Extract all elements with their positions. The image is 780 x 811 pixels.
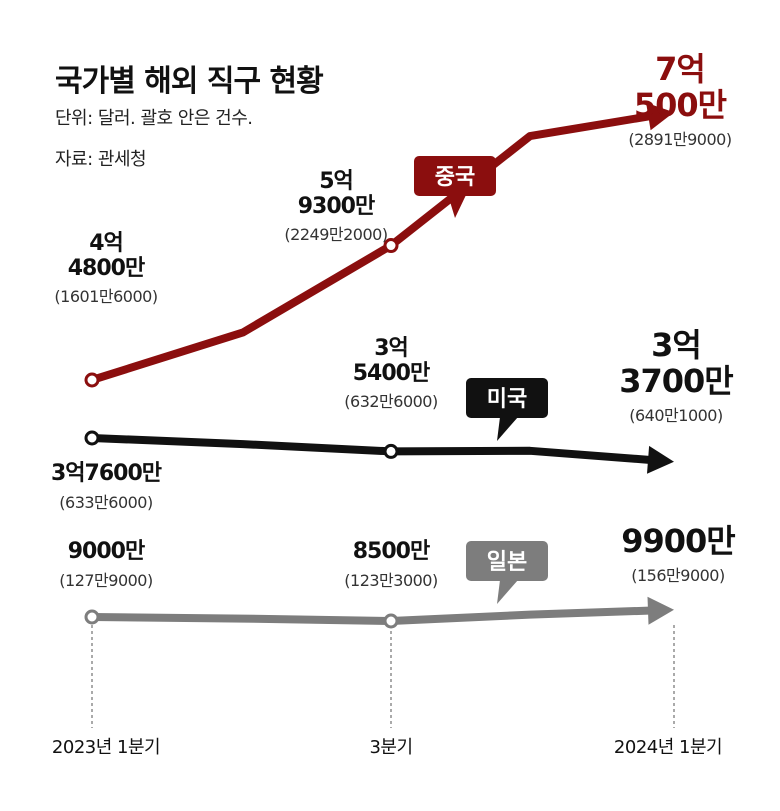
china-callout-tail [448, 195, 466, 218]
japan-series-name: 일본 [487, 550, 527, 575]
usa-data-point [383, 443, 399, 459]
count-text: (632만6000) [344, 392, 438, 412]
count-text: (633만6000) [59, 492, 153, 512]
source-note: 자료: 관세청 [55, 149, 147, 170]
usa-callout-tail [497, 417, 518, 441]
value-text: 9900만 [621, 522, 736, 560]
chart-title: 국가별 해외 직구 현황 [55, 64, 324, 99]
japan-arrow-head [647, 596, 674, 625]
value-text: 4억 [89, 231, 124, 256]
count-text: (156만9000) [631, 565, 725, 585]
china-callout-box [414, 156, 496, 196]
japan-data-label: 9900만 (156만9000) [621, 522, 736, 586]
value-text-line2: 4800만 [67, 255, 145, 281]
value-text: 5억 [319, 169, 354, 194]
value-text: 7억 [655, 50, 706, 88]
usa-data-point [84, 430, 100, 446]
value-text-line2: 3700만 [619, 361, 734, 400]
count-text: (123만3000) [344, 570, 438, 590]
usa-arrow-head [647, 445, 674, 474]
china-data-point [84, 372, 100, 388]
x-tick-label: 3분기 [369, 737, 413, 758]
usa-series-name: 미국 [487, 387, 527, 412]
value-text-line2: 5400만 [352, 360, 430, 386]
japan-callout-tail [497, 580, 518, 604]
china-data-label: 7억 500만 (2891만9000) [628, 50, 732, 150]
count-text: (640만1000) [629, 405, 723, 425]
count-text: (127만9000) [59, 570, 153, 590]
count-text: (1601만6000) [54, 287, 158, 307]
usa-data-label: 3억7600만 (633만6000) [50, 461, 162, 513]
japan-series-line [91, 606, 653, 625]
china-data-point [383, 238, 399, 254]
unit-note: 단위: 달러. 괄호 안은 건수. [55, 108, 253, 129]
china-data-label: 4억 4800만 (1601만6000) [54, 231, 158, 307]
value-text: 9000만 [67, 539, 145, 564]
japan-data-label: 8500만 (123만3000) [344, 539, 438, 591]
value-text: 3억 [651, 326, 702, 364]
japan-data-point [383, 613, 399, 629]
usa-data-label: 3억 5400만 (632만6000) [344, 336, 438, 412]
japan-callout-box [466, 541, 548, 581]
x-tick-label: 2024년 1분기 [613, 737, 723, 758]
china-series-name: 중국 [435, 165, 475, 190]
value-text: 3억 [374, 336, 409, 361]
china-arrow-head [646, 102, 674, 131]
value-text-line2: 9300만 [297, 193, 375, 219]
usa-series-line [91, 434, 653, 465]
china-data-label: 5억 9300만 (2249만2000) [284, 169, 388, 245]
value-text: 3억7600만 [50, 461, 162, 486]
count-text: (2891만9000) [628, 129, 732, 149]
x-tick-label: 2023년 1분기 [51, 737, 161, 758]
usa-callout-box [466, 378, 548, 418]
value-text-line2: 500만 [633, 85, 727, 124]
usa-data-label: 3억 3700만 (640만1000) [619, 326, 734, 426]
count-text: (2249만2000) [284, 225, 388, 245]
japan-data-point [84, 609, 100, 625]
japan-data-label: 9000만 (127만9000) [59, 539, 153, 591]
value-text: 8500만 [352, 539, 430, 564]
